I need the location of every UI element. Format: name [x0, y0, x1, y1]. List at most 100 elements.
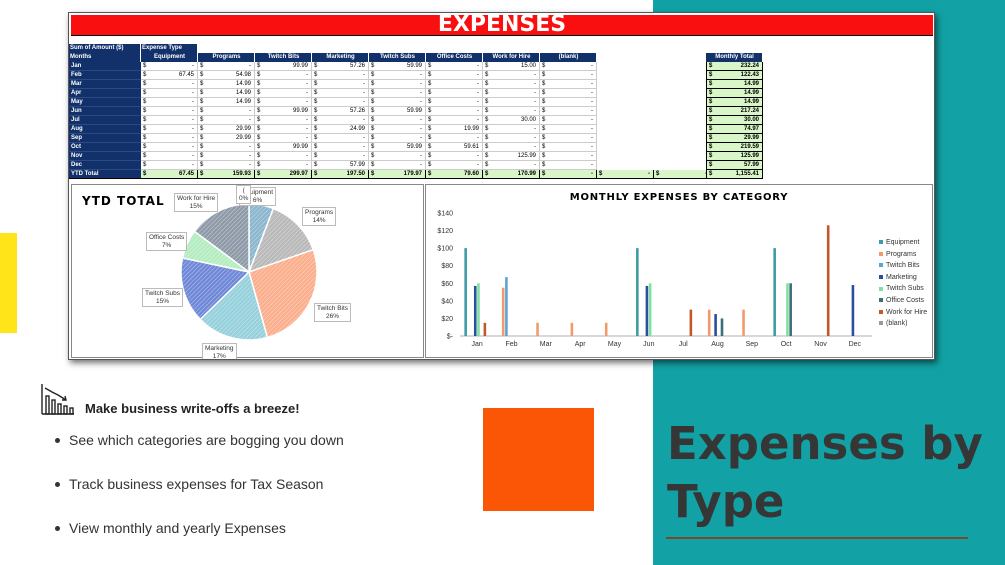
- cell-value: -: [306, 162, 308, 168]
- table-cell: $99.99: [255, 62, 312, 71]
- currency-symbol: $: [371, 162, 375, 168]
- currency-symbol: $: [200, 90, 204, 96]
- cell-value: 67.45: [178, 72, 194, 78]
- pie-callout-percent: 15%: [156, 297, 170, 305]
- table-cell: $ -: [369, 116, 426, 125]
- cell-value: -: [591, 162, 593, 168]
- currency-symbol: $: [200, 117, 204, 123]
- currency-symbol: $: [371, 99, 375, 105]
- bar: [501, 287, 505, 336]
- currency-symbol: $: [200, 108, 204, 114]
- currency-symbol: $: [542, 144, 546, 150]
- table-cell: $ -: [426, 134, 483, 143]
- row-month-label: Jan: [69, 62, 141, 71]
- currency-symbol: $: [371, 144, 375, 150]
- bar: [707, 309, 711, 336]
- declining-chart-icon: [40, 382, 76, 421]
- currency-symbol: $: [200, 135, 204, 141]
- monthly-total-cell: $74.97: [706, 125, 763, 134]
- currency-symbol: $: [428, 144, 432, 150]
- table-cell: $99.99: [255, 107, 312, 116]
- cell-value: -: [534, 144, 536, 150]
- table-row: Jun $ - $ - $99.99 $57.26 $59.99 $ - $ - $ - $217.24: [69, 107, 769, 116]
- table-cell: $ -: [483, 134, 540, 143]
- currency-symbol: $: [200, 162, 204, 168]
- tagline: Make business write-offs a breeze!: [85, 401, 300, 416]
- table-cell: $ -: [540, 125, 597, 134]
- monthly-total-cell: $14.99: [706, 89, 763, 98]
- cell-value: 99.99: [292, 108, 308, 114]
- currency-symbol: $: [542, 171, 546, 177]
- ytd-total-cell: $67.45: [141, 170, 198, 179]
- monthly-total-value: 14.99: [743, 90, 759, 96]
- table-cell: $ -: [540, 152, 597, 161]
- currency-symbol: $: [428, 99, 432, 105]
- monthly-total-value: 217.24: [740, 108, 759, 114]
- table-cell: $67.45: [141, 71, 198, 80]
- cell-value: -: [192, 63, 194, 69]
- pie-slice: [180, 257, 251, 321]
- cell-value: -: [363, 135, 365, 141]
- cell-value: 57.26: [349, 63, 365, 69]
- x-tick-label: Oct: [781, 341, 792, 348]
- currency-symbol: $: [143, 63, 147, 69]
- monthly-total-value: 14.99: [743, 81, 759, 87]
- cell-value: -: [420, 126, 422, 132]
- ytd-extra-cell: $-: [654, 170, 711, 179]
- currency-symbol: $: [485, 90, 489, 96]
- cell-value: -: [591, 153, 593, 159]
- monthly-total-cell: $57.99: [706, 161, 763, 170]
- cell-value: -: [192, 108, 194, 114]
- ytd-value: 170.99: [517, 171, 536, 177]
- currency-symbol: $: [656, 171, 660, 177]
- sum-of-amount-header: Sum of Amount ($): [69, 44, 141, 53]
- cell-value: 54.98: [235, 72, 251, 78]
- currency-symbol: $: [314, 126, 318, 132]
- table-cell: $ -: [141, 107, 198, 116]
- cell-value: -: [591, 99, 593, 105]
- cell-value: -: [477, 117, 479, 123]
- currency-symbol: $: [143, 117, 147, 123]
- table-cell: $19.99: [426, 125, 483, 134]
- table-cell: $ -: [141, 116, 198, 125]
- cell-value: -: [363, 81, 365, 87]
- currency-symbol: $: [314, 99, 318, 105]
- monthly-total-value: 30.00: [743, 117, 759, 123]
- monthly-bar-chart: MONTHLY EXPENSES BY CATEGORY $- $20 $40 $60…: [425, 184, 933, 358]
- table-cell: $ -: [426, 80, 483, 89]
- row-month-label: Feb: [69, 71, 141, 80]
- currency-symbol: $: [200, 72, 204, 78]
- ytd-pie-chart: YTD TOTAL Equipment 6% Programs 14% Twitch B…: [71, 184, 424, 359]
- x-tick-label: Nov: [814, 341, 827, 348]
- currency-symbol: $: [485, 81, 489, 87]
- cell-value: 125.99: [517, 153, 536, 159]
- cell-value: -: [363, 153, 365, 159]
- y-tick-label: $40: [441, 298, 453, 305]
- pie-callout-percent: 0%: [239, 194, 249, 202]
- x-tick-label: Jun: [643, 341, 654, 348]
- currency-symbol: $: [257, 90, 261, 96]
- cell-value: -: [534, 90, 536, 96]
- table-row: Mar $ - $14.99 $ - $ - $ - $ - $ - $ - $14.99: [69, 80, 769, 89]
- cell-value: -: [363, 90, 365, 96]
- table-cell: $ -: [312, 143, 369, 152]
- bar-svg: $- $20 $40 $60 $80 $100 $120 $140 Jan Feb Mar Apr Ma…: [437, 211, 872, 348]
- cell-value: 14.99: [235, 99, 251, 105]
- currency-symbol: $: [709, 144, 713, 150]
- currency-symbol: $: [257, 117, 261, 123]
- column-header-row: Months Equipment Programs Twitch Bits Market…: [69, 53, 597, 62]
- bar: [826, 225, 830, 336]
- table-cell: $ -: [255, 89, 312, 98]
- currency-symbol: $: [257, 135, 261, 141]
- cell-value: -: [306, 117, 308, 123]
- table-cell: $57.26: [312, 62, 369, 71]
- currency-symbol: $: [371, 72, 375, 78]
- table-cell: $14.99: [198, 98, 255, 107]
- ytd-total-cell: $79.60: [426, 170, 483, 179]
- x-tick-label: Mar: [540, 341, 553, 348]
- y-tick-label: $20: [441, 316, 453, 323]
- pie-title: YTD TOTAL: [82, 194, 165, 208]
- table-cell: $ -: [255, 152, 312, 161]
- table-cell: $ -: [312, 152, 369, 161]
- cell-value: 29.99: [235, 135, 251, 141]
